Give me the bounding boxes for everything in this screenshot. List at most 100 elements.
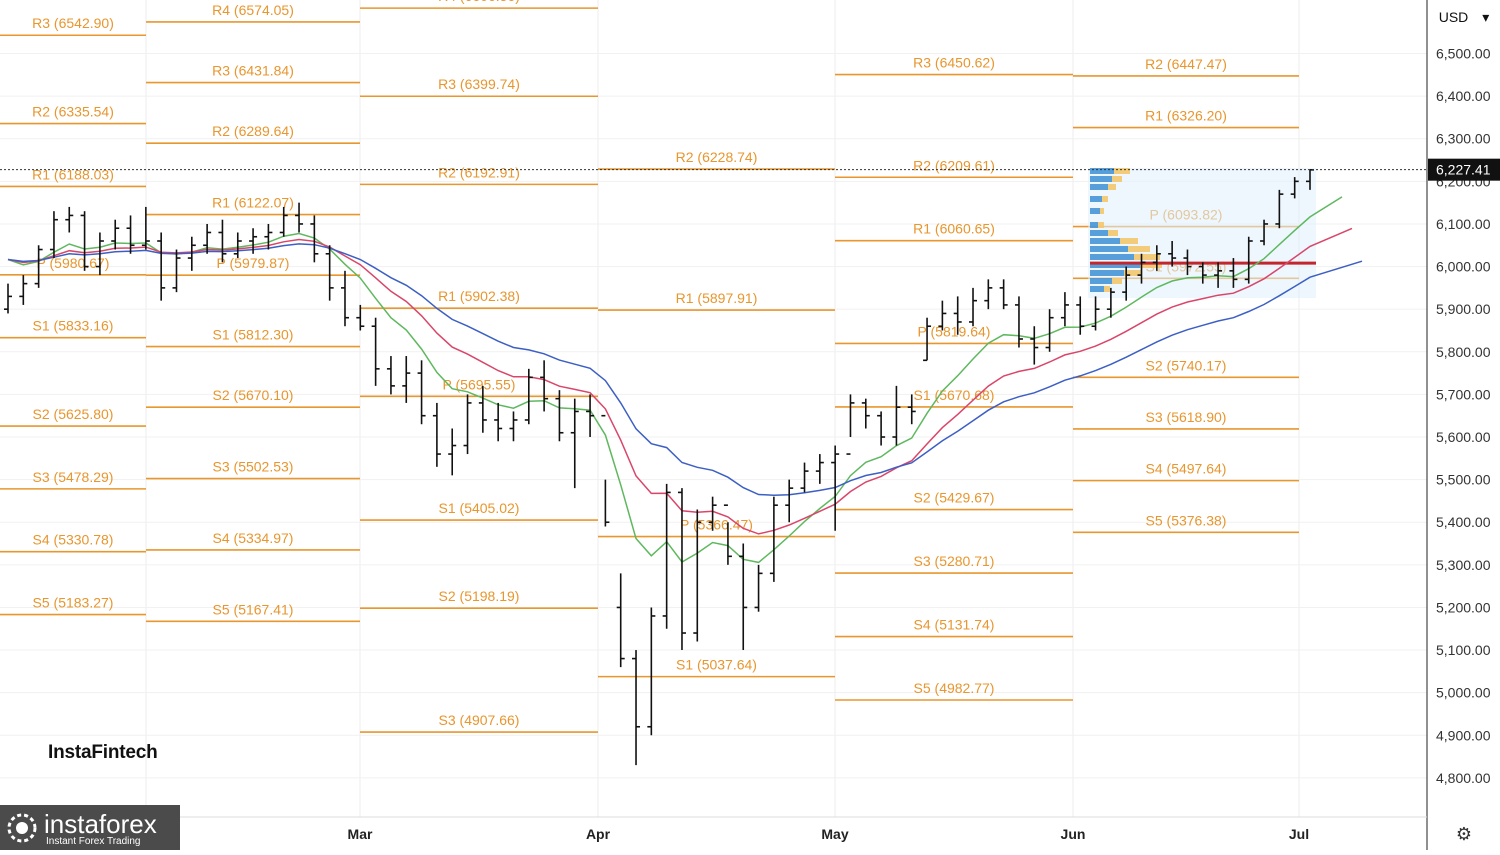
pivot-label: R2 (6447.47) <box>1145 56 1227 72</box>
pivot-label: R1 (6188.03) <box>32 166 114 182</box>
volume-bar <box>1098 222 1104 228</box>
pivot-label: S3 (5280.71) <box>914 553 995 569</box>
brand-watermark: InstaFintech <box>48 742 158 763</box>
pivot-label: S2 (5198.19) <box>439 588 520 604</box>
instaforex-logo: instaforex Instant Forex Trading <box>0 805 180 850</box>
pivot-label: S3 (5618.90) <box>1146 409 1227 425</box>
pivot-label: R1 (6060.65) <box>913 221 995 237</box>
pivot-label: S1 (5037.64) <box>676 657 757 673</box>
pivot-label: S4 (5334.97) <box>213 530 294 546</box>
pivot-label: P (5979.87) <box>217 255 290 271</box>
last-price-label: 6,227.41 <box>1436 162 1491 178</box>
pivot-label: R3 (6542.90) <box>32 15 114 31</box>
y-tick-label: 6,400.00 <box>1436 88 1491 104</box>
y-tick-label: 5,200.00 <box>1436 599 1491 615</box>
volume-bar <box>1108 230 1118 236</box>
volume-bar <box>1090 222 1098 228</box>
pivot-label: R3 (6399.74) <box>438 76 520 92</box>
volume-bar <box>1090 254 1134 260</box>
pivot-label: S1 (5670.68) <box>914 387 995 403</box>
logo-icon <box>7 813 37 843</box>
pivot-label: R2 (6335.54) <box>32 104 114 120</box>
pivot-label: P (5366.47) <box>680 517 753 533</box>
volume-bar <box>1124 270 1142 276</box>
pivot-label: S4 (5330.78) <box>33 532 114 548</box>
logo-name: instaforex <box>44 809 157 839</box>
last-price-badge <box>1428 158 1500 181</box>
y-tick-label: 5,500.00 <box>1436 472 1491 488</box>
volume-bar <box>1090 270 1124 276</box>
y-tick-label: 4,900.00 <box>1436 727 1491 743</box>
pivot-label: S4 (5497.64) <box>1146 461 1227 477</box>
volume-bar <box>1108 184 1116 190</box>
y-tick-label: 5,300.00 <box>1436 557 1491 573</box>
volume-bar <box>1090 230 1108 236</box>
pivot-label: P (5819.64) <box>918 323 991 339</box>
pivot-label: R1 (5897.91) <box>676 290 758 306</box>
pivot-label: R2 (6289.64) <box>212 123 294 139</box>
y-tick-label: 6,300.00 <box>1436 131 1491 147</box>
pivot-label: R4 (6574.05) <box>212 2 294 18</box>
x-tick-label: May <box>821 826 848 842</box>
pivot-label: R1 (6326.20) <box>1145 108 1227 124</box>
y-tick-label: 6,100.00 <box>1436 216 1491 232</box>
pivot-label: S1 (5405.02) <box>439 500 520 516</box>
pivot-label: S5 (5183.27) <box>33 595 114 611</box>
volume-bar <box>1100 208 1104 214</box>
volume-bar <box>1104 286 1110 292</box>
volume-bar <box>1090 262 1140 268</box>
volume-bar <box>1090 238 1120 244</box>
y-tick-label: 6,500.00 <box>1436 46 1491 62</box>
y-tick-label: 5,800.00 <box>1436 344 1491 360</box>
y-tick-label: 6,000.00 <box>1436 259 1491 275</box>
y-tick-label: 5,900.00 <box>1436 301 1491 317</box>
pivot-label: P (5980.67) <box>37 255 110 271</box>
x-tick-label: Apr <box>586 826 611 842</box>
y-tick-label: 5,400.00 <box>1436 514 1491 530</box>
grid <box>0 0 1427 817</box>
pivot-label: S2 (5740.17) <box>1146 357 1227 373</box>
gear-icon[interactable]: ⚙ <box>1455 823 1473 844</box>
volume-bar <box>1090 176 1112 182</box>
volume-bar <box>1090 278 1112 284</box>
pivot-label: S4 (5131.74) <box>914 617 995 633</box>
pivot-label: S3 (5478.29) <box>33 469 114 485</box>
volume-bar <box>1090 246 1128 252</box>
pivot-label: R2 (6192.91) <box>438 164 520 180</box>
volume-bar <box>1090 286 1104 292</box>
y-tick-label: 5,700.00 <box>1436 386 1491 402</box>
volume-bar <box>1090 208 1100 214</box>
pivot-label: S3 (4907.66) <box>439 712 520 728</box>
pivot-levels: R3 (6542.90) R2 (6335.54) R1 (6188.03) P (5… <box>0 0 1299 733</box>
pivot-label: P (5695.55) <box>443 376 516 392</box>
volume-bar <box>1134 254 1160 260</box>
volume-bar <box>1090 196 1102 202</box>
volume-bar <box>1140 262 1162 268</box>
logo-tagline: Instant Forex Trading <box>46 836 141 847</box>
x-tick-label: Mar <box>348 826 373 842</box>
volume-bar <box>1112 176 1122 182</box>
y-tick-label: 5,100.00 <box>1436 642 1491 658</box>
volume-bar <box>1102 196 1108 202</box>
volume-bar <box>1112 278 1122 284</box>
pivot-label: S2 (5625.80) <box>33 406 114 422</box>
chevron-down-icon: ▾ <box>1482 8 1490 25</box>
volume-bar <box>1120 238 1138 244</box>
pivot-label: S2 (5429.67) <box>914 490 995 506</box>
pivot-label: S5 (4982.77) <box>914 680 995 696</box>
volume-bar <box>1114 168 1130 174</box>
pivot-label: R1 (5902.38) <box>438 288 520 304</box>
y-tick-label: 5,600.00 <box>1436 429 1491 445</box>
currency-selector[interactable]: USD ▾ <box>1428 0 1500 34</box>
pivot-label: R4 (6606.56) <box>438 0 520 4</box>
currency-label: USD <box>1438 9 1469 25</box>
pivot-label: S5 (5167.41) <box>213 601 294 617</box>
pivot-label: S1 (5833.16) <box>33 318 114 334</box>
pivot-label: R1 (6122.07) <box>212 195 294 211</box>
volume-bar <box>1128 246 1150 252</box>
x-tick-label: Jun <box>1061 826 1086 842</box>
pivot-label: R2 (6228.74) <box>676 149 758 165</box>
